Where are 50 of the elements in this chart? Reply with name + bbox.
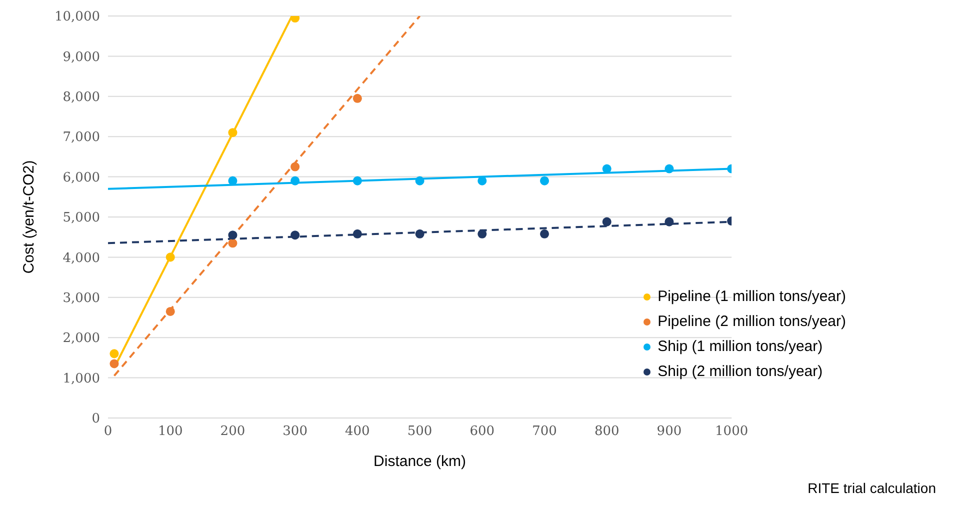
x-tick-label: 900 [656,424,682,440]
x-tick-label: 1000 [715,424,748,440]
point [228,230,238,240]
x-tick-label: 600 [470,424,495,440]
point [228,238,238,248]
y-tick-label: 7,000 [62,130,100,146]
point [290,230,300,240]
legend-label: Pipeline (1 million tons/year) [658,288,846,305]
point [352,94,362,103]
legend-label: Pipeline (2 million tons/year) [658,313,846,330]
point [602,217,612,226]
x-tick-label: 100 [158,424,183,440]
point [352,229,362,238]
point [290,176,300,186]
y-tick-label: 2,000 [62,331,100,346]
y-tick-label: 5,000 [62,210,100,226]
x-tick-label: 500 [407,424,432,440]
x-tick-label: 0 [104,424,112,440]
point [540,229,550,238]
text: RITE trial calculation [808,480,936,496]
y-tick-label: 1,000 [62,371,100,386]
point [290,162,300,172]
y-tick-label: 8,000 [62,90,100,106]
point [415,229,424,238]
y-tick-label: 0 [92,412,100,427]
point [415,176,424,186]
point [540,176,550,186]
y-tick-label: 10,000 [54,10,100,25]
point [110,349,119,358]
x-tick-label: 800 [594,424,620,440]
x-tick-label: 300 [282,424,308,440]
legend-label: Ship (1 million tons/year) [658,338,823,355]
point [352,176,362,186]
y-tick-label: 4,000 [62,250,100,266]
x-tick-label: 200 [220,424,246,440]
point [664,217,674,226]
y-tick-label: 6,000 [62,170,100,186]
legend-label: Ship (2 million tons/year) [658,363,823,380]
point [110,359,119,368]
y-axis-title: Cost (yen/t-CO2) [20,160,38,274]
x-axis-title: Distance (km) [374,453,466,470]
point [166,252,175,262]
point [478,229,487,238]
y-tick-label: 9,000 [62,50,100,65]
point [166,306,175,316]
y-tick-label: 3,000 [62,291,100,306]
point [664,164,674,174]
x-tick-label: 400 [345,424,370,440]
x-tick-label: 700 [532,424,557,440]
point [228,128,238,138]
